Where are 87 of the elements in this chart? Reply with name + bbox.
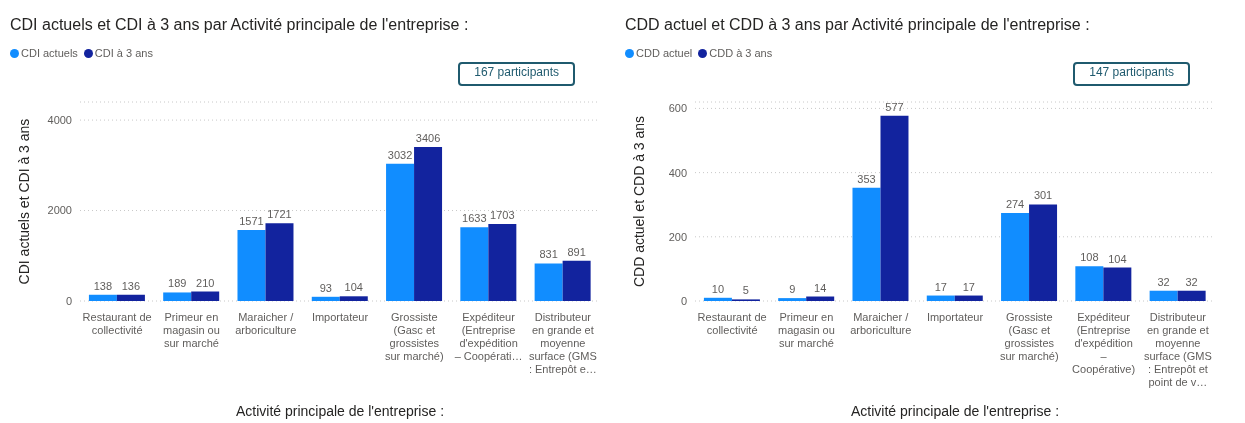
bar (880, 115, 909, 301)
bar (1001, 213, 1030, 301)
bar (386, 163, 415, 301)
legend-label: CDI actuels (20, 46, 78, 61)
bar (265, 223, 294, 301)
bar (88, 294, 117, 301)
bar (311, 296, 340, 301)
x-tick-label: Restaurant de collectivité (697, 311, 767, 336)
x-tick-label: Maraicher / arboriculture (850, 311, 912, 336)
bar (852, 187, 881, 301)
data-label: 274 (1005, 198, 1025, 211)
data-label: 108 (1080, 251, 1099, 264)
data-label: 5 (742, 284, 749, 297)
bar (562, 260, 591, 301)
bar (116, 294, 145, 301)
bar (191, 291, 220, 301)
legend-label: CDI à 3 ans (93, 46, 153, 61)
x-tick-label: Distributeur en grande et moyenne surface (GMS : Entrepôt e… (528, 311, 597, 375)
x-tick-label: Expéditeur (Entreprise d'expédition – Coopérative) (1072, 311, 1136, 375)
x-axis-title: Activité principale de l'entreprise : (235, 403, 445, 419)
data-label: 577 (885, 100, 904, 113)
data-label: 831 (539, 248, 558, 261)
y-tick-label: 200 (668, 230, 687, 243)
data-label: 14 (814, 281, 827, 294)
data-label: 1721 (267, 208, 292, 221)
bar (778, 298, 807, 301)
bar (488, 223, 517, 301)
data-label: 189 (168, 277, 187, 290)
data-label: 138 (93, 279, 113, 292)
data-label: 17 (962, 280, 975, 293)
x-tick-label: Importateur (926, 311, 984, 323)
text: 147 participants (1073, 62, 1190, 86)
y-tick-label: 4000 (47, 114, 72, 126)
legend-label: CDD actuel (635, 46, 693, 61)
chart-title: CDI actuels et CDI à 3 ans par Activité principale de l'entreprise : (10, 15, 470, 35)
data-label: 301 (1033, 189, 1053, 202)
y-tick-label: 400 (668, 166, 687, 179)
y-tick-label: 0 (65, 294, 72, 307)
y-axis-title: CDI actuels et CDI à 3 ans (15, 118, 32, 285)
x-axis-title: Activité principale de l'entreprise : (850, 403, 1060, 419)
data-label: 353 (857, 172, 876, 185)
bar (926, 295, 955, 301)
x-tick-label: Primeur en magasin ou sur marché (162, 311, 220, 349)
data-label: 3032 (387, 148, 413, 161)
x-tick-label: Expéditeur (Entreprise d'expédition – Coopérati… (454, 311, 523, 362)
data-label: 1571 (239, 214, 264, 227)
bar (1103, 267, 1132, 301)
data-label: 32 (1157, 275, 1170, 288)
bar (534, 263, 563, 301)
bar (414, 146, 443, 301)
chart-title: CDD actuel et CDD à 3 ans par Activité principale de l'entreprise : (625, 15, 1091, 35)
bar (460, 227, 489, 301)
data-label: 9 (789, 283, 796, 296)
x-tick-label: Importateur (311, 311, 369, 323)
legend-label: CDD à 3 ans (708, 46, 773, 61)
bar (339, 296, 368, 301)
bar (163, 292, 192, 301)
data-label: 1703 (490, 208, 515, 221)
bar (1075, 266, 1104, 301)
bar (1149, 290, 1178, 301)
x-tick-label: Distributeur en grande et moyenne surface (GMS : Entrepôt et point de v… (1143, 311, 1212, 388)
data-label: 104 (1108, 252, 1127, 265)
x-tick-label: Grossiste (Gasc et grossistes sur marché) (384, 311, 444, 362)
data-label: 136 (121, 279, 141, 292)
bar (1029, 204, 1058, 301)
data-label: 3406 (415, 131, 441, 144)
x-tick-label: Restaurant de collectivité (82, 311, 152, 336)
y-tick-label: 2000 (47, 204, 72, 217)
bar (1177, 290, 1206, 301)
x-tick-label: Primeur en magasin ou sur marché (777, 311, 835, 349)
bar (954, 295, 983, 301)
x-tick-label: Maraicher / arboriculture (235, 311, 297, 336)
data-label: 93 (319, 281, 332, 294)
y-tick-label: 0 (680, 294, 687, 307)
bar (703, 297, 732, 301)
data-label: 10 (711, 282, 725, 295)
y-tick-label: 600 (668, 102, 687, 115)
data-label: 104 (344, 281, 363, 294)
data-label: 32 (1185, 275, 1198, 288)
data-label: 1633 (462, 212, 487, 225)
text: 167 participants (458, 62, 575, 86)
data-label: 891 (567, 245, 586, 258)
data-label: 17 (934, 280, 947, 293)
bar (237, 229, 266, 301)
y-axis-title: CDD actuel et CDD à 3 ans (630, 115, 647, 288)
data-label: 210 (196, 276, 215, 289)
x-tick-label: Grossiste (Gasc et grossistes sur marché) (999, 311, 1059, 362)
